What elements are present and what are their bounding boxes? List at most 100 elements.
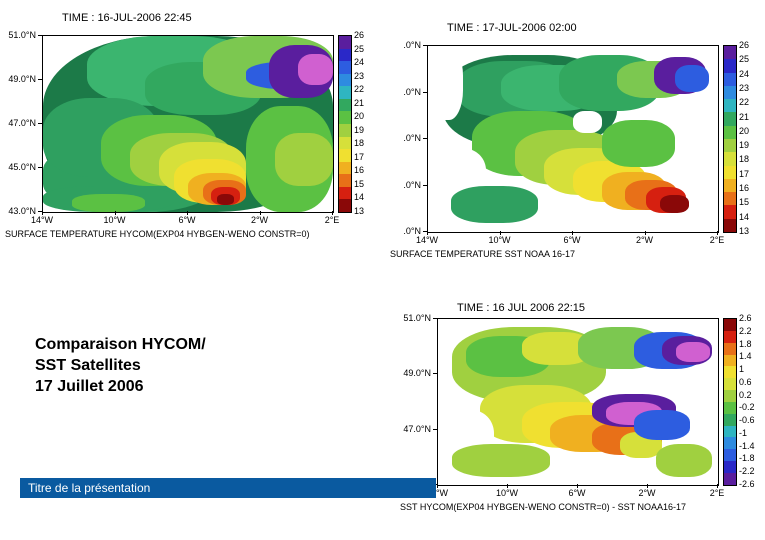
map-blob (428, 46, 463, 120)
colorbar-segment (724, 86, 736, 99)
colorbar-segment (339, 149, 351, 162)
colorbar-segment (724, 355, 736, 367)
colorbar-segment (724, 390, 736, 402)
panel-diff-caption: SST HYCOM(EXP04 HYBGEN-WENO CONSTR=0) - … (400, 502, 686, 512)
colorbar-segment (724, 378, 736, 390)
text-line: Comparaison HYCOM/ (35, 335, 206, 356)
ytick-label: 49.0°N (0, 74, 36, 84)
ytick-label: .0°N (385, 40, 421, 50)
colorbar-segment (339, 162, 351, 175)
colorbar-label: 18 (739, 154, 749, 164)
colorbar-segment (724, 139, 736, 152)
colorbar-segment (339, 124, 351, 137)
colorbar-segment (724, 343, 736, 355)
colorbar-segment (724, 219, 736, 232)
colorbar-segment (724, 366, 736, 378)
colorbar-segment (724, 473, 736, 485)
panel-hycom-colorbar (338, 35, 352, 213)
colorbar-segment (339, 86, 351, 99)
colorbar-label: 15 (354, 179, 364, 189)
ytick-label: .0°N (385, 87, 421, 97)
colorbar-label: 16 (354, 165, 364, 175)
colorbar-segment (339, 36, 351, 49)
colorbar-label: 22 (739, 97, 749, 107)
colorbar-label: 23 (354, 71, 364, 81)
colorbar-segment (724, 426, 736, 438)
colorbar-label: 26 (354, 30, 364, 40)
xtick-label: 10°W (95, 215, 135, 225)
colorbar-label: -0.6 (739, 415, 755, 425)
panel-diff-map (437, 318, 719, 486)
text-line: SST Satellites (35, 356, 206, 377)
colorbar-label: 24 (739, 69, 749, 79)
map-blob (217, 194, 234, 205)
colorbar-segment (724, 112, 736, 125)
ytick-label: .0°N (385, 133, 421, 143)
comparison-text: Comparaison HYCOM/SST Satellites17 Juill… (35, 335, 206, 397)
colorbar-segment (339, 137, 351, 150)
xtick-label: 6°W (552, 235, 592, 245)
map-blob (573, 111, 602, 133)
panel-diff-title: TIME : 16 JUL 2006 22:15 (457, 302, 585, 314)
ytick-label: 47.0°N (395, 424, 431, 434)
map-blob (602, 120, 675, 167)
colorbar-segment (724, 59, 736, 72)
ytick-label: .0°N (385, 180, 421, 190)
panel-noaa-colorbar (723, 45, 737, 233)
colorbar-segment (724, 46, 736, 59)
colorbar-segment (724, 179, 736, 192)
colorbar-segment (724, 449, 736, 461)
colorbar-label: 26 (739, 40, 749, 50)
map-blob (676, 342, 710, 362)
colorbar-segment (724, 437, 736, 449)
text-line: 17 Juillet 2006 (35, 377, 206, 398)
colorbar-label: 23 (739, 83, 749, 93)
colorbar-segment (339, 111, 351, 124)
xtick-label: 2°E (697, 235, 737, 245)
xtick-label: 2°W (240, 215, 280, 225)
xtick-label: 2°E (697, 488, 737, 498)
colorbar-label: 21 (739, 112, 749, 122)
colorbar-label: 1.4 (739, 351, 752, 361)
colorbar-label: 21 (354, 98, 364, 108)
panel-noaa-title: TIME : 17-JUL-2006 02:00 (447, 22, 577, 34)
panel-hycom-map (42, 35, 334, 213)
xtick-label: 10°W (487, 488, 527, 498)
colorbar-segment (339, 187, 351, 200)
colorbar-label: -2.6 (739, 479, 755, 489)
colorbar-label: 13 (354, 206, 364, 216)
ytick-label: 45.0°N (0, 162, 36, 172)
colorbar-label: 13 (739, 226, 749, 236)
xtick-label: 14°W (407, 235, 447, 245)
colorbar-label: 19 (354, 125, 364, 135)
colorbar-label: 25 (354, 44, 364, 54)
map-blob (452, 444, 550, 477)
panel-hycom: TIME : 16-JUL-2006 22:4551.0°N49.0°N47.0… (0, 0, 380, 250)
colorbar-segment (339, 74, 351, 87)
colorbar-label: -1.4 (739, 441, 755, 451)
footer-bar: Titre de la présentation (20, 478, 436, 498)
ytick-label: 47.0°N (0, 118, 36, 128)
xtick-label: 6°W (557, 488, 597, 498)
colorbar-label: 0.2 (739, 390, 752, 400)
panel-noaa-caption: SURFACE TEMPERATURE SST NOAA 16-17 (390, 249, 575, 259)
colorbar-label: 1 (739, 364, 744, 374)
colorbar-segment (339, 99, 351, 112)
colorbar-segment (724, 166, 736, 179)
colorbar-segment (724, 126, 736, 139)
ytick-label: 49.0°N (395, 368, 431, 378)
panel-noaa-map (427, 45, 719, 233)
xtick-label: 2°W (625, 235, 665, 245)
colorbar-segment (339, 61, 351, 74)
colorbar-label: -1.8 (739, 453, 755, 463)
ytick-label: 51.0°N (395, 313, 431, 323)
map-blob (72, 194, 145, 212)
colorbar-segment (724, 319, 736, 331)
xtick-label: 2°E (312, 215, 352, 225)
colorbar-segment (339, 199, 351, 212)
xtick-label: 2°W (627, 488, 667, 498)
colorbar-label: 1.8 (739, 339, 752, 349)
xtick-label: 14°W (22, 215, 62, 225)
colorbar-label: 2.2 (739, 326, 752, 336)
map-blob (675, 65, 710, 93)
